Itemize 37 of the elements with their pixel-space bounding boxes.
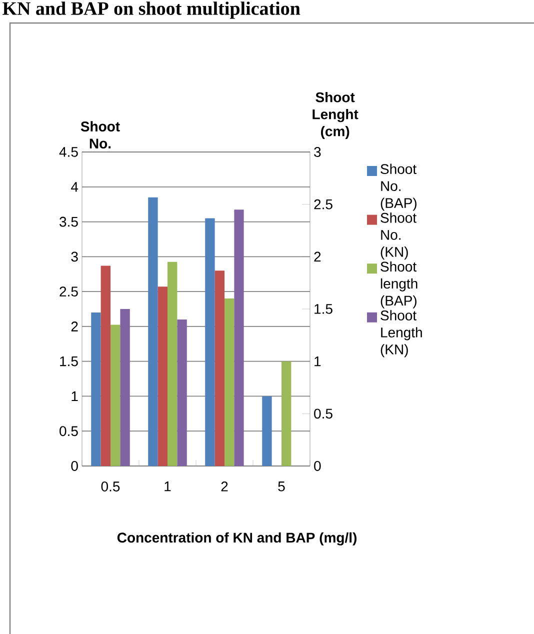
y-tick-label: 3.5 bbox=[60, 216, 78, 227]
y2-tick-label: 2.5 bbox=[314, 199, 332, 210]
x-tick-label: 1 bbox=[164, 482, 171, 492]
y2-tick-label: 1.5 bbox=[314, 304, 332, 314]
y2-axis-title: Shoot Lenght (cm) bbox=[312, 92, 358, 140]
x-tick-label: 2 bbox=[221, 482, 228, 492]
y-tick-label: 4.5 bbox=[59, 147, 78, 157]
y2-tick-label: 3 bbox=[314, 147, 321, 157]
legend-label: Shoot No. (KN) bbox=[380, 212, 416, 260]
legend-label: Shoot No. (BAP) bbox=[380, 164, 416, 211]
bar bbox=[262, 396, 272, 466]
y2-tick-label: 0 bbox=[314, 461, 321, 471]
y2-tick-label: 0.5 bbox=[314, 408, 332, 419]
chart-title: KN and BAP on shoot multiplication bbox=[2, 2, 300, 19]
y-tick-label: 0 bbox=[71, 461, 78, 471]
x-tick-label: 0.5 bbox=[101, 482, 120, 492]
x-tick-label: 5 bbox=[278, 482, 285, 492]
y-tick-label: 1.5 bbox=[60, 356, 78, 366]
x-axis-title: Concentration of KN and BAP (mg/l) bbox=[117, 532, 356, 546]
bar bbox=[281, 361, 292, 466]
y2-tick-label: 1 bbox=[314, 356, 321, 366]
bar bbox=[177, 319, 187, 466]
bar bbox=[205, 218, 215, 466]
y-tick-label: 0.5 bbox=[60, 426, 78, 436]
y-tick-label: 3 bbox=[71, 252, 78, 262]
y-tick-label: 2 bbox=[71, 322, 78, 332]
bar bbox=[91, 312, 101, 466]
bar bbox=[148, 197, 158, 466]
bar bbox=[120, 308, 130, 466]
y-tick-label: 1 bbox=[72, 391, 78, 402]
y-tick-label: 2.5 bbox=[60, 286, 78, 297]
legend-label: Shoot length (BAP) bbox=[380, 261, 418, 308]
y-axis-title: Shoot No. bbox=[80, 121, 120, 148]
y-tick-label: 4 bbox=[70, 182, 78, 192]
legend-label: Shoot Length (KN) bbox=[380, 310, 422, 358]
y2-tick-label: 2 bbox=[314, 252, 321, 262]
bar bbox=[234, 210, 244, 466]
